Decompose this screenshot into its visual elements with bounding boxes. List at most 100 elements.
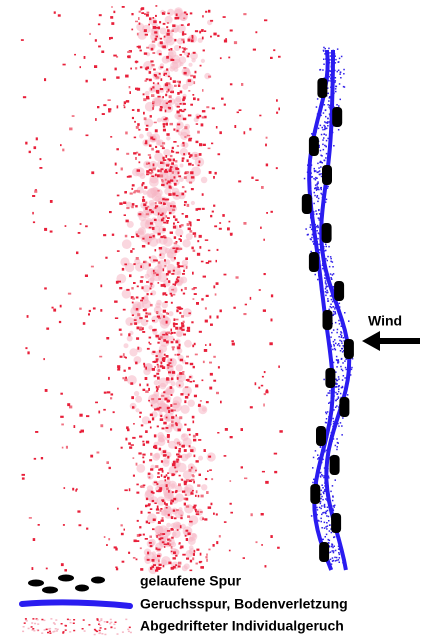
drift-dot <box>99 355 103 358</box>
drift-dot <box>170 58 173 61</box>
drift-haze <box>121 289 131 299</box>
trail-dot <box>322 139 324 141</box>
legend-drift-dot <box>99 624 102 626</box>
drift-dot <box>143 261 145 263</box>
drift-dot <box>205 294 209 297</box>
legend-drift-dot <box>48 630 51 633</box>
drift-dot <box>170 409 174 412</box>
drift-dot <box>216 541 219 545</box>
drift-dot <box>135 296 139 299</box>
drift-dot <box>175 241 178 244</box>
drift-dot <box>163 339 166 342</box>
trail-dot <box>322 128 324 131</box>
drift-dot <box>143 29 147 32</box>
legend-drift-dot <box>121 631 124 633</box>
drift-dot <box>208 9 211 13</box>
trail-dot <box>322 69 324 71</box>
drift-dot <box>189 380 193 383</box>
drift-dot <box>183 153 186 156</box>
drift-dot <box>141 297 145 300</box>
drift-dot <box>160 218 164 222</box>
drift-dot <box>180 265 184 268</box>
legend-drift-dot <box>32 628 35 630</box>
legend-drift-dot <box>100 618 103 620</box>
drift-dot <box>198 234 202 238</box>
drift-dot <box>184 396 189 399</box>
drift-dot <box>169 539 172 542</box>
trail-dot <box>328 392 331 394</box>
drift-dot <box>185 505 190 508</box>
drift-dot <box>183 449 187 452</box>
trail-dot <box>345 358 347 361</box>
drift-dot <box>59 304 62 308</box>
drift-dot <box>136 519 139 522</box>
drift-dot <box>202 360 205 364</box>
drift-dot <box>151 210 154 213</box>
drift-dot <box>92 307 96 310</box>
drift-haze <box>144 273 150 279</box>
drift-dot <box>181 192 185 196</box>
trail-dot <box>327 300 330 302</box>
drift-dot <box>32 211 34 215</box>
drift-dot <box>182 102 186 105</box>
trail-dot <box>334 311 336 313</box>
drift-dot <box>185 379 189 381</box>
drift-dot <box>168 212 172 215</box>
drift-dot <box>159 336 163 339</box>
trail-dot <box>342 345 344 347</box>
drift-dot <box>98 45 101 48</box>
trail-dot <box>339 73 341 75</box>
drift-dot <box>150 567 153 570</box>
trail-dot <box>330 336 332 338</box>
drift-dot <box>194 353 198 356</box>
trail-dot <box>313 177 315 180</box>
drift-dot <box>214 225 218 228</box>
drift-dot <box>177 123 181 126</box>
drift-dot <box>188 433 191 436</box>
trail-dot <box>333 536 335 539</box>
drift-dot <box>213 379 217 382</box>
drift-dot <box>202 49 205 52</box>
trail-dot <box>339 333 342 336</box>
drift-dot <box>249 127 252 131</box>
trail-dot <box>315 213 318 215</box>
drift-dot <box>155 205 159 208</box>
legend-drift-dot <box>109 622 112 625</box>
drift-haze <box>200 176 208 184</box>
drift-dot <box>162 159 167 161</box>
trail-dot <box>334 77 337 79</box>
footprint <box>329 455 340 475</box>
drift-dot <box>124 263 127 266</box>
drift-dot <box>132 297 135 300</box>
drift-dot <box>187 532 191 535</box>
drift-dot <box>20 39 24 41</box>
drift-dot <box>162 235 166 238</box>
drift-dot <box>67 403 71 407</box>
drift-dot <box>200 566 203 569</box>
trail-dot <box>335 385 338 388</box>
trail-dot <box>325 411 327 413</box>
legend-drift-dot <box>64 624 67 627</box>
drift-dot <box>85 225 88 228</box>
drift-dot <box>265 143 267 147</box>
trail-dot <box>332 505 335 507</box>
drift-dot <box>148 341 150 344</box>
drift-dot <box>180 24 184 26</box>
drift-dot <box>144 142 148 145</box>
drift-dot <box>119 355 123 358</box>
drift-dot <box>165 164 170 167</box>
drift-haze <box>185 484 194 493</box>
drift-dot <box>186 223 190 226</box>
trail-dot <box>319 124 322 127</box>
drift-dot <box>198 439 202 441</box>
drift-dot <box>173 182 177 186</box>
drift-dot <box>157 95 161 98</box>
drift-dot <box>193 75 196 79</box>
drift-haze <box>168 335 174 342</box>
drift-haze <box>173 67 179 72</box>
trail-dot <box>323 476 325 479</box>
drift-dot <box>126 426 129 430</box>
trail-dot <box>315 177 317 179</box>
legend-drift-dot <box>36 629 39 631</box>
drift-dot <box>146 347 150 350</box>
